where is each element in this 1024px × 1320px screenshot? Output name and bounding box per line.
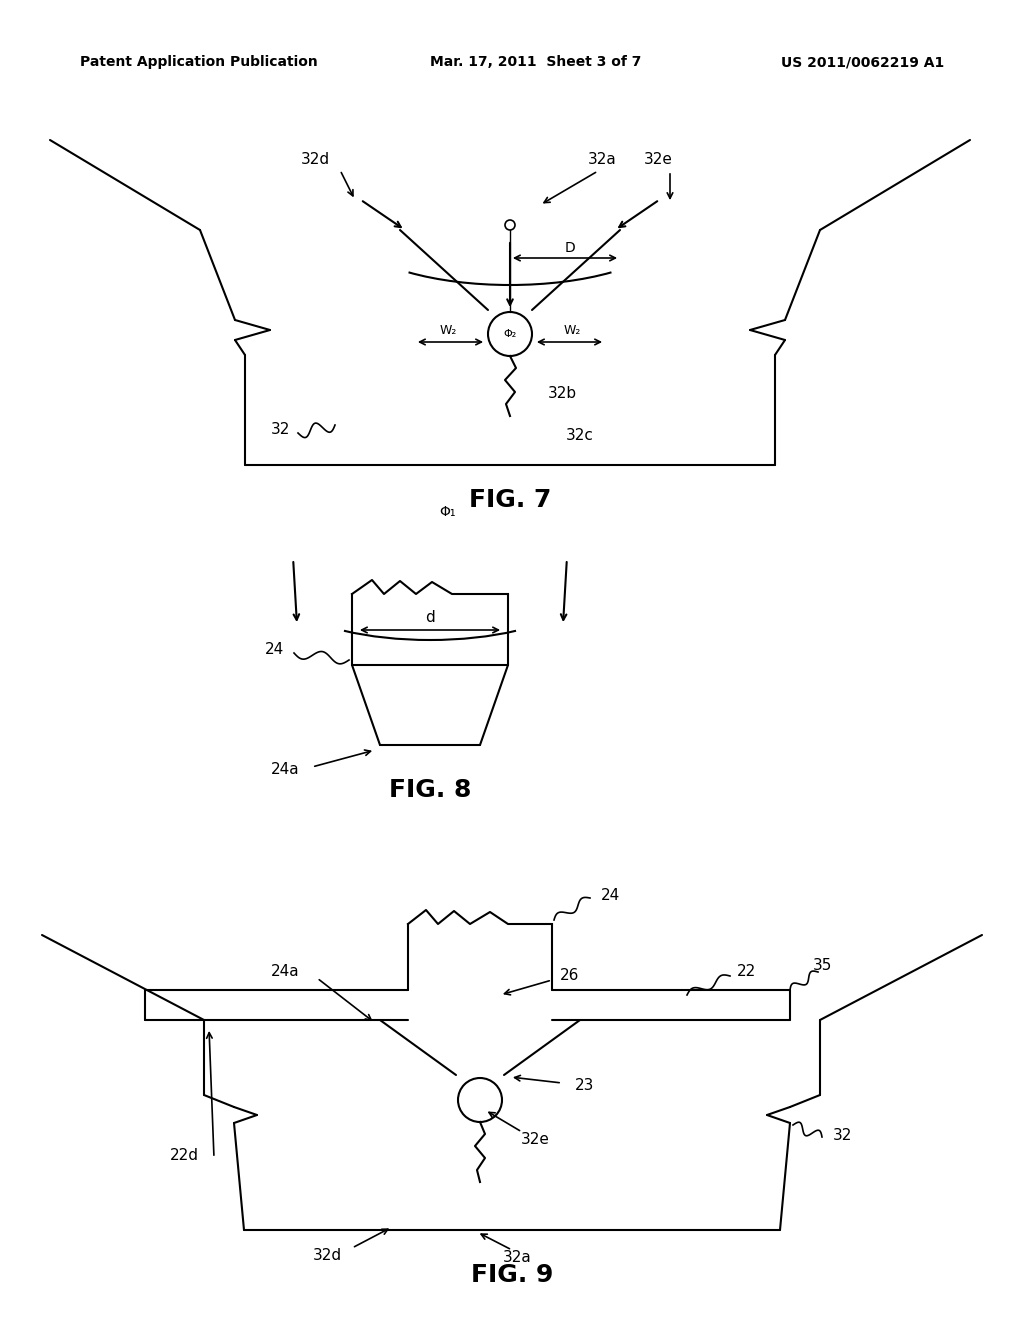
Text: W₂: W₂ (439, 323, 457, 337)
Text: 32: 32 (270, 422, 290, 437)
Text: Mar. 17, 2011  Sheet 3 of 7: Mar. 17, 2011 Sheet 3 of 7 (430, 55, 641, 69)
Text: 26: 26 (560, 968, 580, 982)
Text: 32a: 32a (588, 153, 616, 168)
Text: 32a: 32a (503, 1250, 531, 1266)
Text: 24: 24 (265, 643, 285, 657)
Text: d: d (425, 610, 435, 626)
Text: 24: 24 (600, 887, 620, 903)
Text: 32e: 32e (520, 1133, 550, 1147)
Text: 32b: 32b (548, 387, 578, 401)
Text: 32d: 32d (312, 1247, 342, 1262)
Text: Patent Application Publication: Patent Application Publication (80, 55, 317, 69)
Text: 24a: 24a (270, 965, 299, 979)
Text: 24a: 24a (270, 763, 299, 777)
Text: 22d: 22d (170, 1147, 199, 1163)
Text: 35: 35 (812, 957, 831, 973)
Text: FIG. 7: FIG. 7 (469, 488, 551, 512)
Text: 22: 22 (737, 965, 757, 979)
Text: 32d: 32d (300, 153, 330, 168)
Text: 23: 23 (575, 1077, 595, 1093)
Text: US 2011/0062219 A1: US 2011/0062219 A1 (780, 55, 944, 69)
Text: D: D (564, 242, 575, 255)
Text: Φ₁: Φ₁ (439, 506, 457, 519)
Text: 32: 32 (833, 1127, 852, 1143)
Text: 32e: 32e (643, 153, 673, 168)
Text: Φ₂: Φ₂ (504, 329, 517, 339)
Text: 32c: 32c (566, 428, 594, 442)
Text: FIG. 8: FIG. 8 (389, 777, 471, 803)
Text: W₂: W₂ (563, 323, 581, 337)
Text: FIG. 9: FIG. 9 (471, 1263, 553, 1287)
